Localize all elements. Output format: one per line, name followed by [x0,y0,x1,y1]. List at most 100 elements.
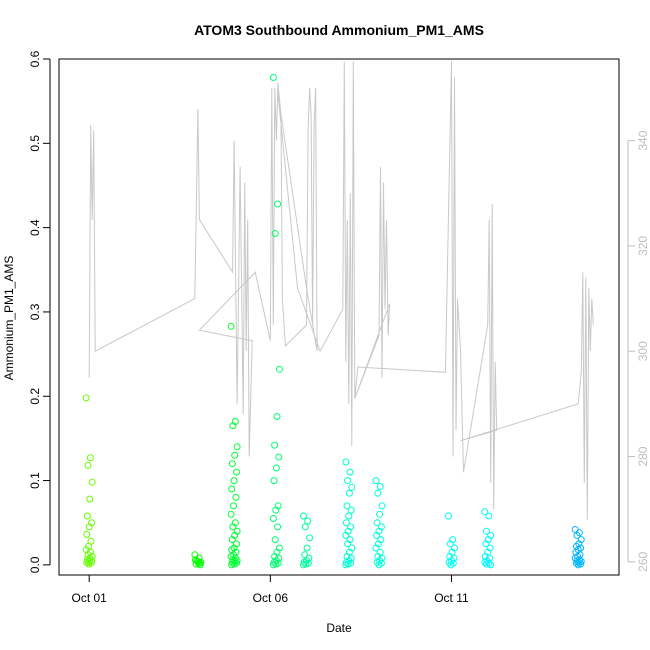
data-point [345,489,353,497]
y-tick-label: 0.5 [28,135,42,152]
data-point [228,485,236,493]
data-point [572,559,580,567]
data-point [269,515,277,522]
y2-tick-label: 260 [636,552,650,572]
y2-tick-label: 320 [636,236,650,256]
data-point [483,527,490,535]
data-point [374,489,382,497]
data-point [347,506,355,514]
data-point [300,512,307,520]
data-point [342,458,350,466]
data-point [485,512,493,520]
data-point [301,523,309,531]
data-point [229,523,237,531]
data-point [232,493,240,501]
y2-tick-label: 300 [636,341,650,361]
x-tick-label: Oct 06 [253,591,289,605]
data-point [233,443,241,451]
data-point [348,483,356,491]
data-point [573,531,581,539]
line-series [88,61,594,520]
data-point [487,561,495,569]
y-tick-label: 0.4 [28,219,42,236]
data-point [270,477,278,485]
data-point [228,561,236,569]
data-point [227,510,235,518]
x-axis-label: Date [326,621,352,635]
data-point [233,468,240,476]
data-point [275,453,283,461]
data-point [83,512,91,520]
data-point [272,506,280,514]
scatter-points-layer [82,74,585,569]
data-point [372,477,380,485]
data-point [344,477,352,485]
data-point [84,461,92,469]
y-tick-label: 0.6 [28,50,42,67]
data-point [228,460,236,468]
data-point [481,508,489,516]
data-point [84,551,92,559]
data-point [269,74,277,81]
data-point [303,544,311,552]
data-point [86,454,94,462]
data-point [229,422,237,430]
data-point [447,561,455,569]
data-point [373,531,381,539]
y2-tick-label: 280 [636,446,650,466]
data-point [483,560,490,568]
data-point [83,531,91,538]
data-point [230,502,237,510]
data-point [230,477,238,485]
data-point [446,540,454,548]
data-point [300,561,307,569]
data-point [269,561,277,569]
data-point [344,540,352,548]
data-point [343,502,351,510]
line-series-layer [88,61,594,520]
data-point [306,534,313,542]
y-tick-label: 0.3 [28,303,42,320]
data-point [85,560,93,568]
data-point [83,558,91,566]
y-tick-label: 0.0 [28,556,42,573]
data-point [231,451,239,459]
x-tick-label: Oct 11 [434,591,469,605]
x-tick-label: Oct 01 [72,591,108,605]
data-point [376,483,384,490]
data-point [271,230,279,237]
data-point [378,502,386,510]
data-point [86,495,94,503]
data-point [301,551,309,559]
data-point [342,561,350,569]
data-point [272,464,280,472]
y-tick-label: 0.2 [28,388,42,405]
data-point [445,512,452,520]
data-point [192,556,199,564]
data-point [82,394,90,402]
y2-tick-label: 340 [636,130,650,150]
data-point [271,536,279,544]
data-point [574,561,582,569]
data-point [88,478,96,486]
data-point [274,200,282,208]
data-point [273,413,281,420]
data-point [342,519,350,527]
data-point [346,468,354,476]
data-point [275,365,283,373]
data-point [372,544,380,552]
data-point [373,519,381,527]
data-point [304,517,312,525]
y-axis-label: Ammonium_PM1_AMS [2,256,16,381]
data-point [228,536,236,544]
data-point [271,441,279,449]
data-point [227,322,235,330]
data-point [571,526,579,533]
data-point [85,523,93,531]
data-point [196,559,204,567]
data-point [342,531,350,539]
y-tick-label: 0.1 [28,472,42,489]
data-point [376,510,384,518]
data-point [481,558,489,566]
